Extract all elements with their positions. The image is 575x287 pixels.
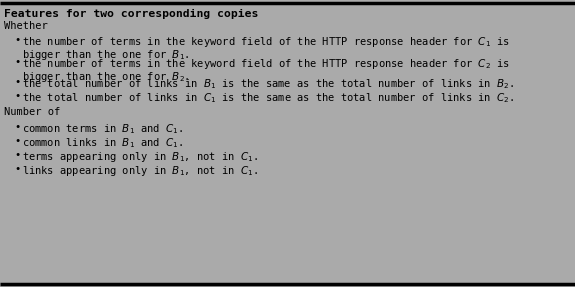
Text: links appearing only in $B_1$, not in $C_1$.: links appearing only in $B_1$, not in $C… — [22, 164, 258, 178]
Text: Number of: Number of — [4, 107, 60, 117]
Text: the number of terms in the keyword field of the HTTP response header for $C_2$ i: the number of terms in the keyword field… — [22, 57, 510, 71]
Text: •: • — [14, 136, 20, 146]
Text: •: • — [14, 150, 20, 160]
Text: •: • — [14, 35, 20, 45]
Text: •: • — [14, 122, 20, 132]
Text: bigger than the one for $B_1$.: bigger than the one for $B_1$. — [22, 48, 190, 62]
Text: Whether: Whether — [4, 21, 48, 31]
Text: common links in $B_1$ and $C_1$.: common links in $B_1$ and $C_1$. — [22, 136, 183, 150]
Text: •: • — [14, 57, 20, 67]
Text: the total number of links in $B_1$ is the same as the total number of links in $: the total number of links in $B_1$ is th… — [22, 77, 514, 91]
Text: •: • — [14, 91, 20, 101]
Text: •: • — [14, 164, 20, 174]
Text: the total number of links in $C_1$ is the same as the total number of links in $: the total number of links in $C_1$ is th… — [22, 91, 514, 105]
Text: •: • — [14, 77, 20, 87]
Text: common terms in $B_1$ and $C_1$.: common terms in $B_1$ and $C_1$. — [22, 122, 183, 136]
Text: bigger than the one for $B_2$.: bigger than the one for $B_2$. — [22, 70, 190, 84]
Text: terms appearing only in $B_1$, not in $C_1$.: terms appearing only in $B_1$, not in $C… — [22, 150, 258, 164]
Text: the number of terms in the keyword field of the HTTP response header for $C_1$ i: the number of terms in the keyword field… — [22, 35, 510, 49]
Text: Features for two corresponding copies: Features for two corresponding copies — [4, 9, 258, 19]
